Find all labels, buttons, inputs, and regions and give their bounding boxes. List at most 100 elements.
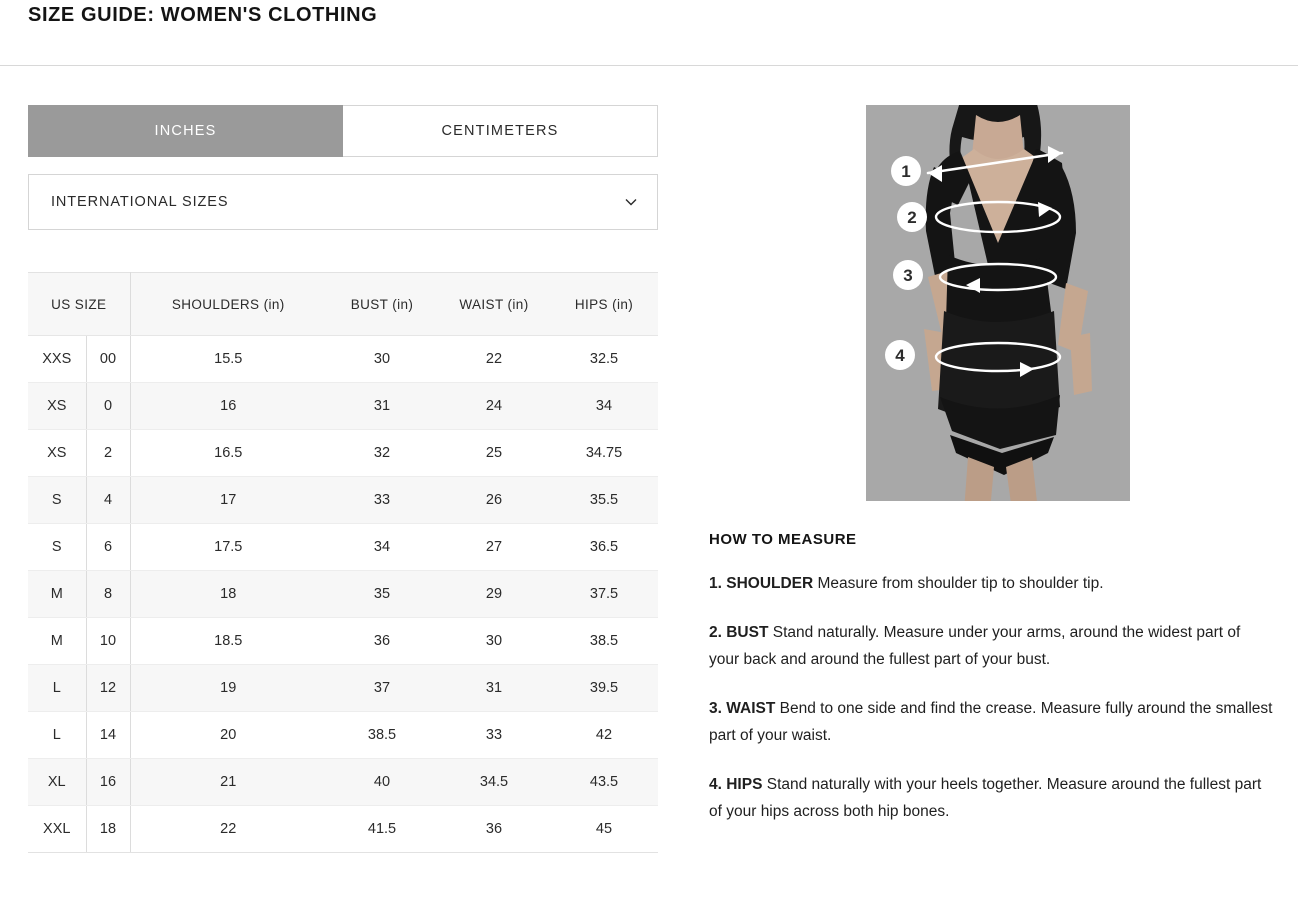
column-header-waist: WAIST (in) <box>438 272 550 336</box>
bust-cell: 36 <box>326 617 438 665</box>
measurement-figure: 1 2 3 4 <box>866 105 1130 501</box>
bust-cell: 41.5 <box>326 805 438 853</box>
tab-inches[interactable]: INCHES <box>28 105 343 157</box>
size-letter-cell: XS <box>28 382 87 430</box>
chevron-down-icon <box>625 199 637 206</box>
table-row: L 12 19 37 31 39.5 <box>28 664 658 712</box>
tab-centimeters-label: CENTIMETERS <box>441 123 559 139</box>
svg-text:1: 1 <box>901 162 910 181</box>
hips-cell: 34.75 <box>550 429 658 477</box>
column-header-shoulders: SHOULDERS (in) <box>130 272 326 336</box>
hips-cell: 42 <box>550 711 658 759</box>
page-title: SIZE GUIDE: WOMEN'S CLOTHING <box>28 4 378 26</box>
size-letter-cell: L <box>28 664 87 712</box>
waist-cell: 27 <box>438 523 550 571</box>
measure-instruction: 1. SHOULDER Measure from shoulder tip to… <box>709 570 1274 597</box>
tab-centimeters[interactable]: CENTIMETERS <box>343 105 658 157</box>
bust-cell: 33 <box>326 476 438 524</box>
table-row: M 8 18 35 29 37.5 <box>28 570 658 618</box>
table-body: XXS 00 15.5 30 22 32.5 XS 0 16 31 24 34 XS 2 16.5 32 25 3… <box>28 335 658 853</box>
bust-cell: 40 <box>326 758 438 806</box>
model-illustration: 1 2 3 4 <box>866 105 1130 501</box>
column-header-bust: BUST (in) <box>326 272 438 336</box>
size-letter-cell: M <box>28 570 87 618</box>
table-header: US SIZE SHOULDERS (in) BUST (in) WAIST (… <box>28 272 658 336</box>
size-letter-cell: XS <box>28 429 87 477</box>
bust-cell: 32 <box>326 429 438 477</box>
measure-instruction-text: Bend to one side and find the crease. Me… <box>709 700 1273 744</box>
hips-cell: 45 <box>550 805 658 853</box>
left-panel: INCHES CENTIMETERS INTERNATIONAL SIZES U… <box>28 105 658 853</box>
measure-instruction-text: Stand naturally with your heels together… <box>709 776 1262 820</box>
hips-cell: 36.5 <box>550 523 658 571</box>
svg-text:2: 2 <box>907 208 916 227</box>
hips-cell: 34 <box>550 382 658 430</box>
table-row: XXL 18 22 41.5 36 45 <box>28 805 658 853</box>
measure-instruction: 4. HIPS Stand naturally with your heels … <box>709 771 1274 825</box>
size-letter-cell: XXS <box>28 335 87 383</box>
how-to-measure-title: HOW TO MEASURE <box>709 531 857 548</box>
waist-cell: 26 <box>438 476 550 524</box>
size-number-cell: 2 <box>86 429 131 477</box>
svg-text:3: 3 <box>903 266 912 285</box>
size-number-cell: 12 <box>86 664 131 712</box>
table-row: XS 2 16.5 32 25 34.75 <box>28 429 658 477</box>
bust-cell: 31 <box>326 382 438 430</box>
bust-cell: 30 <box>326 335 438 383</box>
size-letter-cell: S <box>28 476 87 524</box>
waist-cell: 25 <box>438 429 550 477</box>
bust-cell: 38.5 <box>326 711 438 759</box>
table-row: XL 16 21 40 34.5 43.5 <box>28 758 658 806</box>
shoulders-cell: 18 <box>130 570 326 618</box>
svg-text:4: 4 <box>895 346 905 365</box>
size-letter-cell: L <box>28 711 87 759</box>
shoulders-cell: 17 <box>130 476 326 524</box>
figure-markers: 1 2 3 4 <box>885 156 927 370</box>
waist-cell: 36 <box>438 805 550 853</box>
table-header-row: US SIZE SHOULDERS (in) BUST (in) WAIST (… <box>28 272 658 336</box>
size-number-cell: 14 <box>86 711 131 759</box>
hips-cell: 35.5 <box>550 476 658 524</box>
hips-cell: 37.5 <box>550 570 658 618</box>
waist-cell: 30 <box>438 617 550 665</box>
bust-cell: 34 <box>326 523 438 571</box>
measure-instruction: 2. BUST Stand naturally. Measure under y… <box>709 619 1274 673</box>
title-divider <box>0 65 1298 66</box>
measure-instruction-text: Stand naturally. Measure under your arms… <box>709 624 1241 668</box>
size-letter-cell: XXL <box>28 805 87 853</box>
table-row: L 14 20 38.5 33 42 <box>28 711 658 759</box>
size-number-cell: 00 <box>86 335 131 383</box>
hips-cell: 39.5 <box>550 664 658 712</box>
shoulders-cell: 20 <box>130 711 326 759</box>
waist-cell: 24 <box>438 382 550 430</box>
measure-instruction-text: Measure from shoulder tip to shoulder ti… <box>813 575 1104 592</box>
size-number-cell: 10 <box>86 617 131 665</box>
hips-cell: 32.5 <box>550 335 658 383</box>
shoulders-cell: 19 <box>130 664 326 712</box>
how-to-measure-list: 1. SHOULDER Measure from shoulder tip to… <box>709 570 1274 825</box>
table-row: M 10 18.5 36 30 38.5 <box>28 617 658 665</box>
size-number-cell: 4 <box>86 476 131 524</box>
column-header-hips: HIPS (in) <box>550 272 658 336</box>
shoulders-cell: 22 <box>130 805 326 853</box>
table-row: S 6 17.5 34 27 36.5 <box>28 523 658 571</box>
size-letter-cell: S <box>28 523 87 571</box>
shoulders-cell: 15.5 <box>130 335 326 383</box>
hips-cell: 38.5 <box>550 617 658 665</box>
shoulders-cell: 16 <box>130 382 326 430</box>
size-number-cell: 8 <box>86 570 131 618</box>
size-number-cell: 16 <box>86 758 131 806</box>
table-row: XS 0 16 31 24 34 <box>28 382 658 430</box>
table-row: S 4 17 33 26 35.5 <box>28 476 658 524</box>
bust-cell: 35 <box>326 570 438 618</box>
measure-instruction-lead: 3. WAIST <box>709 700 776 717</box>
waist-cell: 22 <box>438 335 550 383</box>
shoulders-cell: 16.5 <box>130 429 326 477</box>
size-chart-table: US SIZE SHOULDERS (in) BUST (in) WAIST (… <box>28 272 658 853</box>
shoulders-cell: 18.5 <box>130 617 326 665</box>
unit-tab-group: INCHES CENTIMETERS <box>28 105 658 157</box>
size-number-cell: 18 <box>86 805 131 853</box>
waist-cell: 34.5 <box>438 758 550 806</box>
size-system-select[interactable]: INTERNATIONAL SIZES <box>28 174 658 230</box>
measure-instruction-lead: 1. SHOULDER <box>709 575 814 592</box>
